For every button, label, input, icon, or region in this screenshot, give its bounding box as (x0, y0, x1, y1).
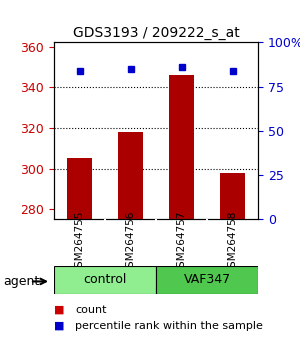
Bar (220, 173, 245, 219)
Text: GSM264755: GSM264755 (74, 211, 85, 274)
Bar (67, 159, 92, 219)
Text: GSM264757: GSM264757 (176, 211, 187, 274)
Title: GDS3193 / 209222_s_at: GDS3193 / 209222_s_at (73, 26, 239, 40)
Text: ■: ■ (54, 321, 64, 331)
Text: agent: agent (3, 275, 39, 288)
Text: GSM264758: GSM264758 (227, 211, 238, 274)
Text: ■: ■ (54, 305, 64, 315)
Bar (118, 132, 143, 219)
Text: percentile rank within the sample: percentile rank within the sample (75, 321, 263, 331)
Text: VAF347: VAF347 (183, 273, 231, 286)
Text: control: control (83, 273, 127, 286)
Bar (169, 75, 194, 219)
FancyBboxPatch shape (54, 266, 156, 294)
FancyBboxPatch shape (156, 266, 258, 294)
Text: GSM264756: GSM264756 (125, 211, 136, 274)
Text: count: count (75, 305, 106, 315)
